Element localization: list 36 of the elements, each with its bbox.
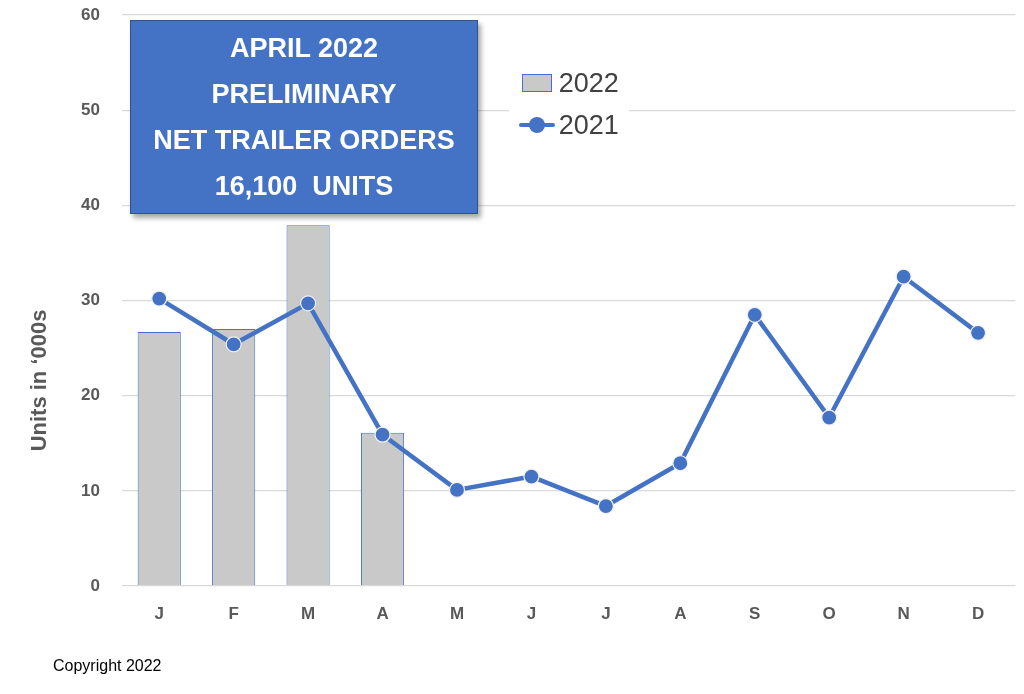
x-tick-label: J bbox=[154, 603, 164, 623]
y-tick-label: 60 bbox=[81, 4, 100, 24]
point bbox=[746, 306, 763, 323]
x-tick-label: A bbox=[376, 603, 389, 623]
point bbox=[225, 336, 242, 353]
y-tick-label: 0 bbox=[90, 575, 100, 595]
point bbox=[969, 324, 987, 341]
legend-label: 2022 bbox=[558, 67, 619, 99]
point bbox=[597, 497, 614, 515]
x-tick-label: J bbox=[526, 603, 537, 623]
y-tick-label: 40 bbox=[81, 195, 100, 215]
x-tick-label: S bbox=[749, 603, 761, 623]
point bbox=[821, 409, 838, 426]
point bbox=[151, 290, 168, 307]
x-tick-label: A bbox=[674, 603, 687, 623]
x-tick-label: J bbox=[601, 603, 611, 623]
text: APRIL 2022 PRELIMINARY NET TRAILER ORDERS 16,100 UNITS bbox=[130, 20, 478, 214]
x-tick-label: D bbox=[971, 603, 985, 623]
point bbox=[895, 268, 912, 285]
text: Copyright 2022 bbox=[53, 657, 162, 675]
point bbox=[374, 426, 391, 443]
point bbox=[300, 295, 317, 312]
y-axis-title: Units in ‘000s bbox=[26, 309, 52, 452]
legend-label: 2021 bbox=[558, 109, 619, 141]
y-tick-label: 10 bbox=[81, 480, 100, 500]
x-tick-label: M bbox=[449, 603, 465, 623]
x-tick-label: M bbox=[301, 603, 316, 623]
x-tick-label: F bbox=[228, 603, 239, 623]
point bbox=[672, 455, 689, 472]
y-tick-label: 50 bbox=[81, 99, 100, 119]
point bbox=[448, 481, 466, 498]
y-tick-label: 30 bbox=[81, 290, 100, 310]
x-tick-label: O bbox=[822, 603, 836, 623]
x-tick-label: N bbox=[897, 603, 910, 623]
y-tick-label: 20 bbox=[81, 385, 100, 405]
point bbox=[523, 468, 540, 485]
